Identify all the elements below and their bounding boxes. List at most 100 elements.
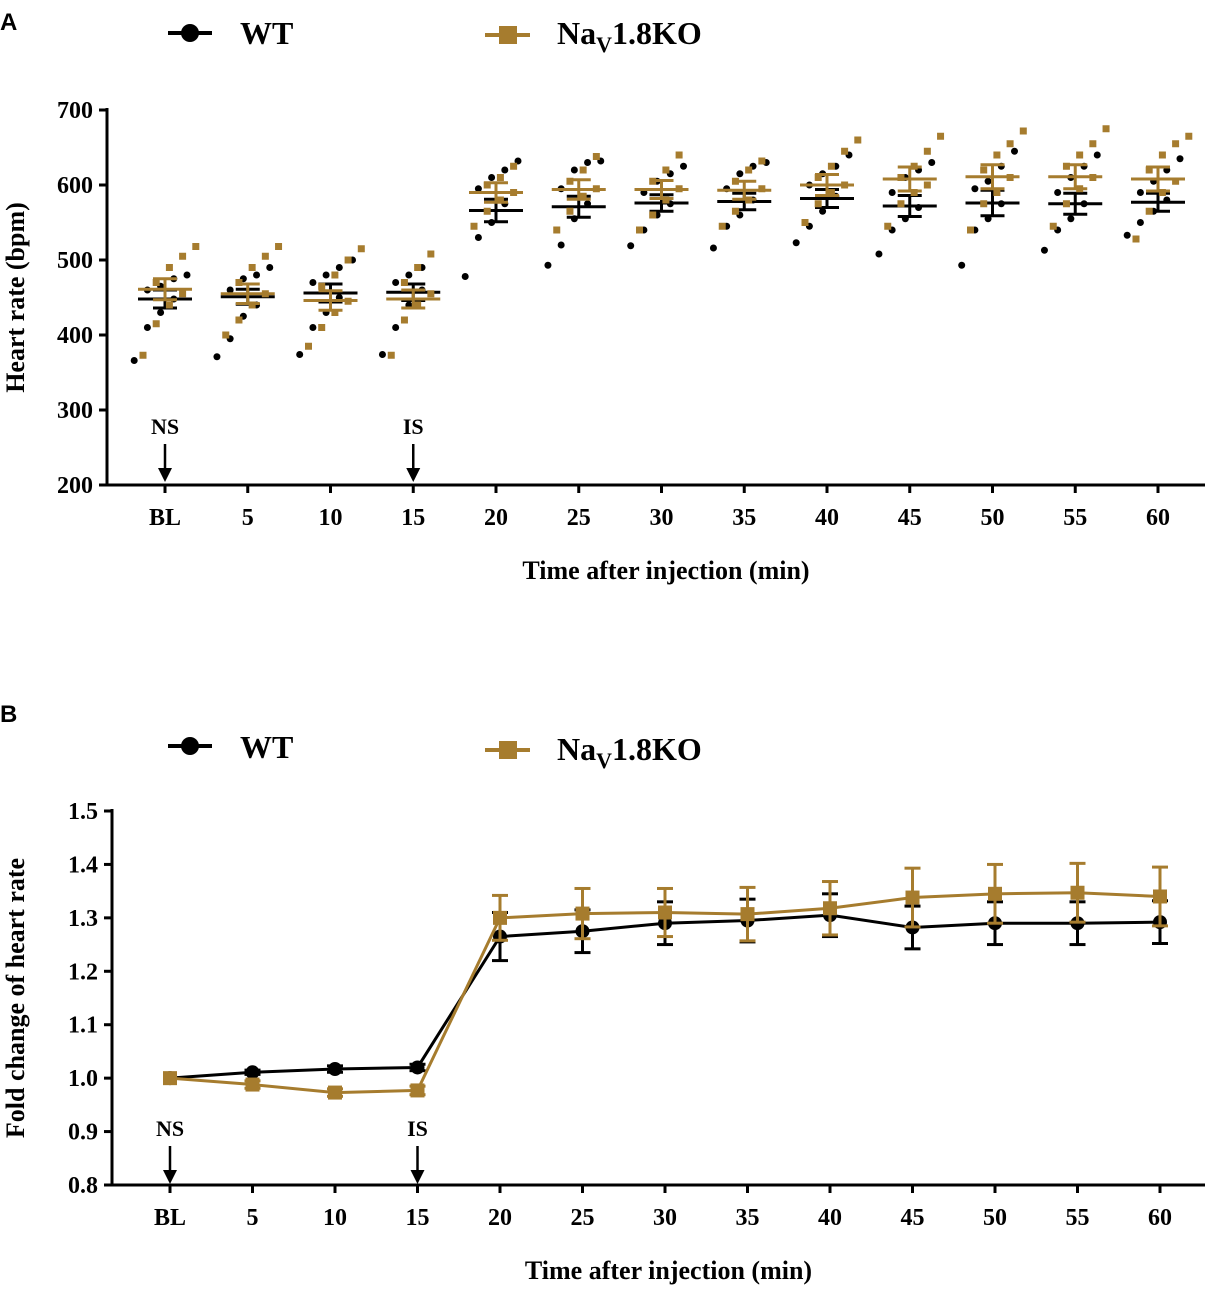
- data-point: [680, 162, 687, 170]
- data-point: [557, 241, 565, 249]
- data-point: [245, 1065, 260, 1080]
- data-point: [854, 136, 862, 144]
- data-point: [322, 271, 330, 279]
- data-point: [1123, 231, 1131, 239]
- data-point: [814, 174, 822, 181]
- data-point: [841, 147, 849, 155]
- y-tick-label: 400: [57, 323, 93, 349]
- data-point: [745, 166, 753, 174]
- data-point: [461, 273, 469, 280]
- x-tick-label: 20: [488, 1205, 512, 1231]
- data-point: [378, 351, 386, 358]
- data-point: [1132, 235, 1140, 243]
- data-point: [309, 279, 317, 286]
- annotation-arrow-head: [410, 1170, 425, 1184]
- y-tick-label: 1.2: [68, 959, 98, 985]
- data-point: [980, 200, 988, 208]
- y-tick-label: 1.3: [68, 906, 98, 932]
- data-point: [958, 261, 966, 269]
- legend-b: WT NaV1.8KO: [168, 729, 702, 773]
- y-tick-label: 1.0: [68, 1066, 98, 1092]
- data-point: [1049, 222, 1057, 230]
- data-point: [1153, 889, 1167, 904]
- data-point: [575, 906, 590, 921]
- data-point: [993, 189, 1001, 196]
- legend-b-ko-tail: 1.8KO: [612, 731, 702, 767]
- data-point: [718, 222, 726, 230]
- data-point: [923, 147, 931, 155]
- annotation-label: NS: [151, 414, 179, 439]
- annotation-label: IS: [407, 1116, 428, 1141]
- data-point: [923, 181, 931, 189]
- data-point: [980, 166, 988, 174]
- data-point: [675, 151, 683, 159]
- data-point: [483, 207, 491, 215]
- data-point: [801, 219, 809, 226]
- data-point: [1006, 140, 1014, 148]
- data-point: [937, 132, 945, 140]
- data-point: [261, 252, 269, 260]
- x-tick-label: 40: [815, 505, 839, 531]
- data-point: [309, 324, 317, 331]
- data-point: [344, 256, 352, 264]
- data-point: [579, 192, 587, 200]
- data-point: [827, 162, 835, 170]
- data-point: [1145, 166, 1153, 174]
- y-axis-title: Heart rate (bpm): [1, 202, 30, 393]
- data-point: [414, 301, 422, 309]
- annotation-arrow-head: [406, 468, 421, 482]
- data-point: [165, 264, 173, 271]
- data-point: [318, 282, 326, 290]
- data-point: [331, 309, 339, 316]
- data-point: [335, 264, 343, 271]
- data-point: [496, 196, 504, 204]
- data-point: [474, 234, 482, 241]
- legend-wt-label: WT: [240, 15, 293, 51]
- data-point: [1089, 140, 1097, 148]
- x-tick-label: 40: [818, 1205, 842, 1231]
- data-point: [152, 320, 160, 328]
- x-tick-label: BL: [149, 505, 181, 531]
- x-tick-label: 5: [242, 505, 254, 531]
- data-point: [414, 264, 422, 271]
- data-point: [152, 279, 160, 286]
- data-point: [427, 250, 435, 258]
- annotation-arrow-head: [163, 1170, 177, 1184]
- data-point: [1172, 177, 1180, 185]
- data-point: [501, 166, 509, 174]
- data-point: [179, 252, 187, 260]
- y-tick-label: 1.5: [68, 799, 98, 825]
- data-point: [827, 189, 835, 196]
- y-axis-title: Fold change of heart rate: [1, 858, 30, 1138]
- x-tick-label: 50: [981, 505, 1005, 531]
- data-point: [266, 264, 274, 271]
- y-tick-label: 300: [57, 398, 93, 424]
- data-point: [592, 153, 600, 160]
- data-point: [584, 159, 592, 166]
- data-point: [1145, 207, 1153, 215]
- legend-a: WT NaV1.8KO: [168, 15, 702, 57]
- data-point: [928, 159, 936, 166]
- data-point: [328, 1085, 342, 1100]
- x-tick-label: BL: [154, 1205, 186, 1231]
- x-tick-label: 30: [653, 1205, 677, 1231]
- data-point: [875, 250, 883, 258]
- data-point: [566, 207, 574, 215]
- legend-ko-label: NaV1.8KO: [557, 15, 702, 57]
- data-point: [470, 222, 478, 230]
- data-point: [510, 162, 518, 170]
- data-point: [1062, 200, 1070, 208]
- data-point: [1102, 125, 1110, 133]
- annotation-label: IS: [403, 414, 424, 439]
- legend-wt-marker: [181, 24, 199, 42]
- data-point: [157, 309, 165, 316]
- y-tick-label: 0.8: [68, 1173, 98, 1199]
- data-point: [1136, 219, 1144, 226]
- y-tick-label: 1.4: [68, 852, 98, 878]
- data-point: [736, 170, 744, 178]
- x-tick-label: 10: [323, 1205, 347, 1231]
- data-point: [731, 207, 739, 215]
- data-point: [819, 207, 827, 215]
- x-tick-label: 25: [571, 1205, 595, 1231]
- data-point: [649, 211, 657, 219]
